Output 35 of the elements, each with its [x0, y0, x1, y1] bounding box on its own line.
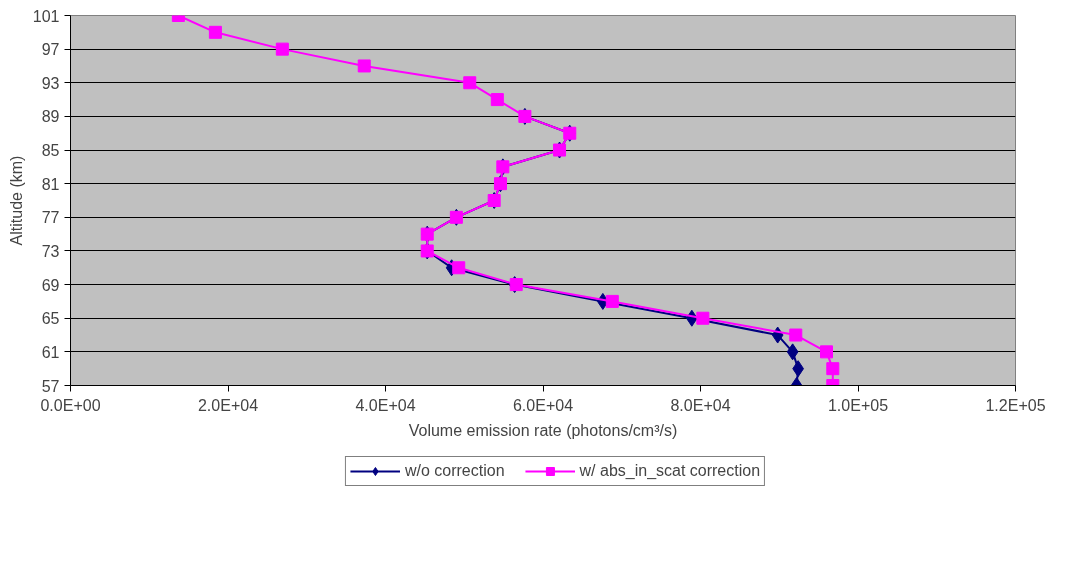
point — [463, 76, 477, 90]
legend-label: w/o correction — [404, 462, 505, 480]
point — [789, 328, 803, 342]
point — [826, 362, 840, 376]
x-tick-label: 2.0E+04 — [197, 396, 259, 414]
point — [696, 311, 710, 325]
y-tick-label: 69 — [41, 276, 60, 294]
y-tick-label: 77 — [41, 209, 60, 227]
y-tick-label: 97 — [41, 41, 60, 59]
point — [490, 93, 504, 107]
y-tick-label: 101 — [32, 7, 60, 25]
x-tick-label: 0.0E+00 — [40, 396, 101, 414]
x-tick-label: 1.2E+05 — [985, 396, 1046, 414]
point — [605, 294, 619, 308]
x-tick-label: 8.0E+04 — [670, 396, 731, 414]
y-tick-label: 93 — [41, 74, 60, 92]
y-tick-label: 85 — [41, 142, 60, 160]
x-tick-label: 4.0E+04 — [355, 396, 416, 414]
y-tick-label: 65 — [41, 310, 60, 328]
y-tick-label: 81 — [41, 175, 60, 193]
point — [208, 25, 222, 39]
point — [820, 345, 833, 359]
y-tick-label: 61 — [41, 343, 60, 361]
point — [275, 42, 289, 56]
y-axis-title: Altitude (km) — [7, 155, 25, 246]
y-tick-label: 89 — [41, 108, 60, 126]
x-axis-title: Volume emission rate (photons/cm³/s) — [408, 421, 678, 439]
point — [357, 59, 371, 73]
x-tick-label: 1.0E+05 — [827, 396, 889, 414]
point — [786, 343, 799, 361]
x-tick-label: 6.0E+04 — [512, 396, 574, 414]
y-tick-label: 73 — [41, 242, 60, 260]
legend-label: w/ abs_in_scat correction — [579, 462, 761, 480]
point — [452, 261, 466, 275]
y-tick-label: 57 — [41, 377, 60, 395]
